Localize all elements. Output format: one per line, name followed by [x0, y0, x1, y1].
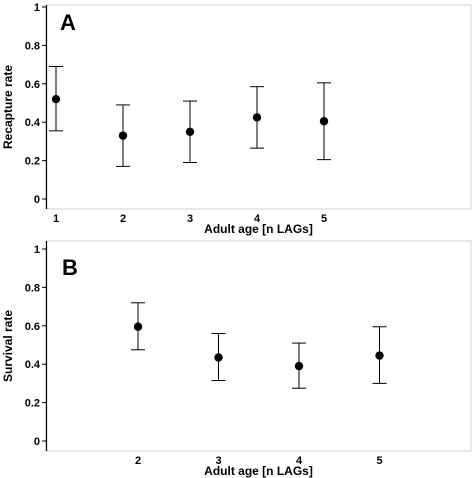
- x-tick-label: 2: [135, 455, 141, 467]
- x-axis-title: Adult age [n LAGs]: [204, 222, 313, 236]
- chart-panel-b: 0 0.2 0.4 0.6 0.8 1 2 3 4 5 B Adult age [n LAGs] Sur…: [1, 240, 472, 478]
- y-tick-label: 0.6: [25, 79, 40, 91]
- plot-frame: [45, 240, 472, 452]
- panel-label: B: [62, 255, 78, 280]
- data-point: [118, 131, 128, 140]
- y-tick-label: 0.8: [25, 40, 40, 52]
- y-axis-title: Recapture rate: [1, 65, 15, 149]
- data-point: [375, 351, 384, 360]
- data-point: [252, 113, 262, 122]
- y-axis-title: Survival rate: [1, 310, 15, 382]
- data-point: [51, 94, 61, 104]
- y-tick-label: 0: [34, 194, 40, 206]
- chart-panel-a: 0 0.2 0.4 0.6 0.8 1 1 2 3 4 5 A Adult age [n LAGs] Re…: [1, 2, 472, 236]
- y-tick-label: 0: [34, 436, 40, 448]
- panel-label: A: [60, 10, 76, 35]
- data-point: [214, 353, 223, 362]
- x-tick-label: 5: [376, 455, 382, 467]
- x-tick-label: 1: [53, 213, 59, 225]
- y-tick-label: 0.8: [25, 282, 40, 294]
- y-tick-label: 0.2: [25, 156, 40, 168]
- x-tick-label: 4: [254, 213, 261, 225]
- data-point: [185, 127, 195, 136]
- data-point: [319, 117, 329, 126]
- y-tick-label: 0.4: [25, 117, 41, 129]
- data-point: [294, 361, 304, 371]
- x-axis-title: Adult age [n LAGs]: [204, 464, 313, 478]
- y-tick-label: 0.4: [25, 359, 41, 371]
- y-tick-label: 0.2: [25, 398, 40, 410]
- plot-frame: [45, 4, 472, 210]
- x-tick-label: 5: [321, 213, 327, 225]
- x-tick-label: 3: [187, 213, 193, 225]
- y-tick-label: 1: [34, 2, 40, 14]
- y-tick-label: 1: [34, 244, 40, 256]
- data-point: [133, 322, 143, 331]
- x-tick-label: 3: [215, 455, 221, 467]
- x-tick-label: 4: [296, 455, 303, 467]
- x-tick-label: 2: [120, 213, 126, 225]
- y-tick-label: 0.6: [25, 321, 40, 333]
